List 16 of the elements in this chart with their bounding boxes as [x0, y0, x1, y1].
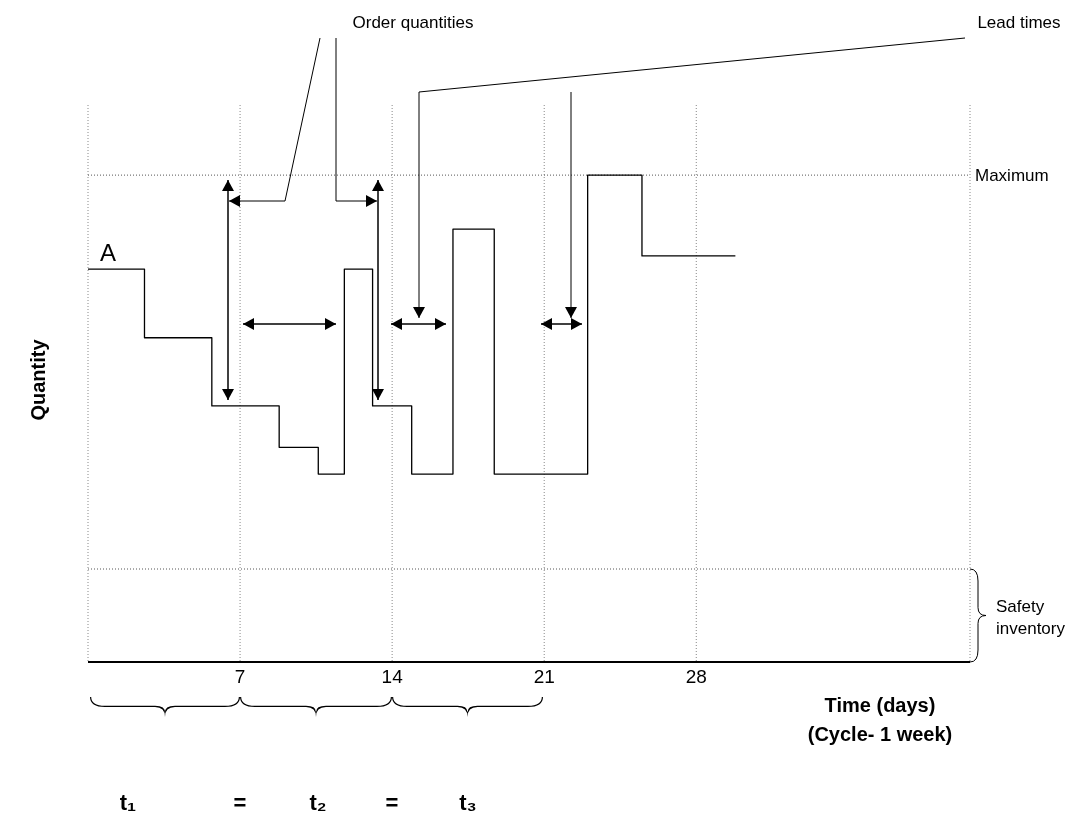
- annotation: A: [100, 239, 117, 267]
- ref-line-label: Safety inventory: [996, 596, 1066, 638]
- text: =: [385, 790, 399, 815]
- x-tick-label: 7: [234, 666, 246, 688]
- text: Order quantities: [352, 13, 474, 32]
- text: Lead times: [977, 13, 1061, 32]
- text: =: [233, 790, 247, 815]
- x-axis-title: Time (days) (Cycle- 1 week): [807, 694, 953, 745]
- text: t₂: [309, 790, 327, 815]
- ref-line-label: Maximum: [975, 166, 1049, 186]
- x-tick-label: 28: [685, 666, 707, 688]
- text: t₁: [119, 790, 137, 815]
- y-axis-title: Quantity: [27, 338, 49, 421]
- x-tick-label: 14: [381, 666, 404, 688]
- x-tick-label: 21: [533, 666, 555, 688]
- text: t₃: [459, 790, 477, 815]
